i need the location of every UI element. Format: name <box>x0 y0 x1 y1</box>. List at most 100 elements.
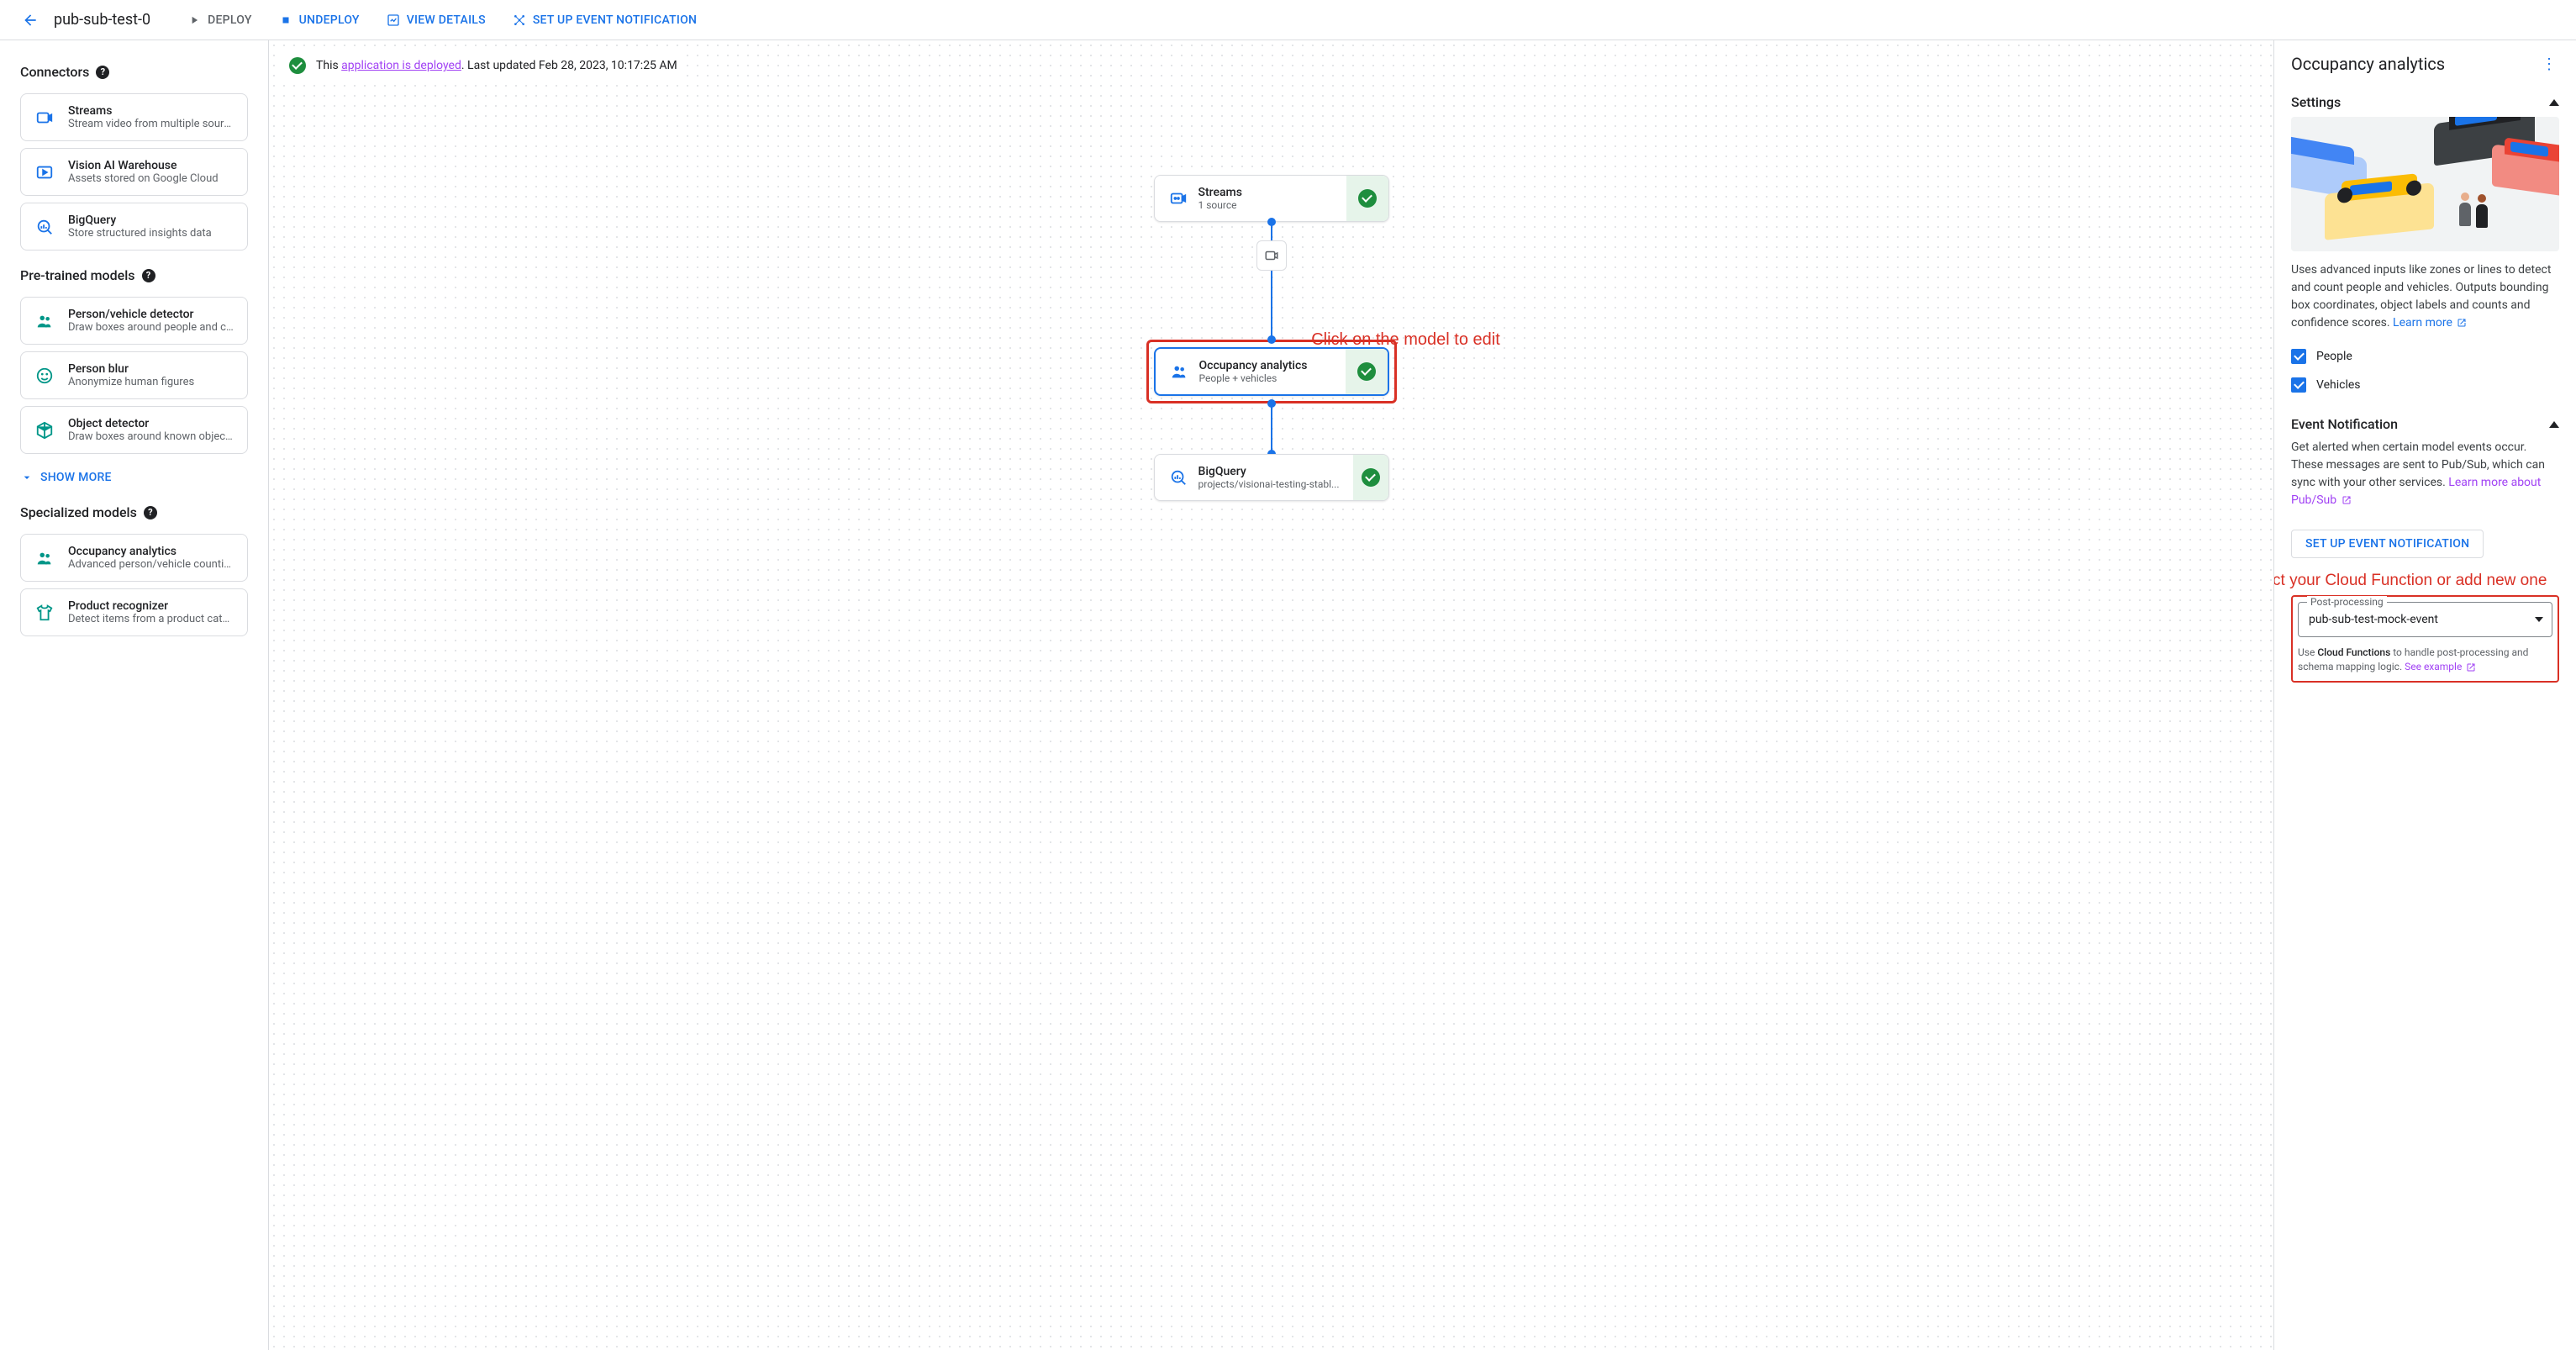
help-icon[interactable]: ? <box>96 66 109 79</box>
check-icon <box>1362 468 1380 487</box>
item-title: Person/vehicle detector <box>68 308 234 321</box>
sidebar-item-object-detector[interactable]: Object detectorDraw boxes around known o… <box>20 406 248 454</box>
status-text: This application is deployed. Last updat… <box>316 59 677 72</box>
pp-helper: Use Cloud Functions to handle post-proce… <box>2293 642 2558 681</box>
video-icon <box>34 108 55 128</box>
status-link[interactable]: application is deployed <box>341 59 461 72</box>
item-title: BigQuery <box>68 214 234 227</box>
checkbox-icon[interactable] <box>2291 349 2306 364</box>
sidebar-item-bigquery[interactable]: BigQueryStore structured insights data <box>20 203 248 250</box>
event-section-toggle[interactable]: Event Notification <box>2291 409 2559 439</box>
face-icon <box>34 366 55 386</box>
header: pub-sub-test-0 Deploy Undeploy View Deta… <box>0 0 2576 40</box>
item-sub: Assets stored on Google Cloud <box>68 172 234 185</box>
page-title: pub-sub-test-0 <box>54 11 150 29</box>
pretrained-section-header: Pre-trained models ? <box>0 257 268 290</box>
node-title: Streams <box>1198 186 1333 199</box>
status-suffix: . Last updated Feb 28, 2023, 10:17:25 AM <box>461 59 677 72</box>
sidebar-item-product-recognizer[interactable]: Product recognizerDetect items from a pr… <box>20 588 248 636</box>
sidebar-item-person-blur[interactable]: Person blurAnonymize human figures <box>20 351 248 399</box>
panel-description: Uses advanced inputs like zones or lines… <box>2291 261 2559 332</box>
cube-icon <box>34 420 55 440</box>
pp-label: Post-processing <box>2307 596 2387 608</box>
view-details-label: View Details <box>407 13 486 27</box>
play-icon <box>34 162 55 182</box>
details-icon <box>387 13 400 27</box>
sidebar-item-streams[interactable]: StreamsStream video from multiple source… <box>20 93 248 141</box>
item-sub: Draw boxes around people and cars <box>68 321 234 334</box>
undeploy-icon <box>279 13 292 27</box>
node-sub: 1 source <box>1198 199 1333 211</box>
show-more-button[interactable]: SHOW MORE <box>0 461 268 494</box>
setup-event-button[interactable]: Set Up Event Notification <box>503 7 707 34</box>
item-sub: Anonymize human figures <box>68 376 234 388</box>
item-title: Product recognizer <box>68 599 234 613</box>
checkbox-icon[interactable] <box>2291 377 2306 393</box>
status-bar: This application is deployed. Last updat… <box>282 54 684 77</box>
event-description: Get alerted when certain model events oc… <box>2291 439 2559 509</box>
post-processing-select[interactable]: Post-processing pub-sub-test-mock-event <box>2298 602 2552 637</box>
post-processing-highlight: Post-processing pub-sub-test-mock-event … <box>2291 595 2559 683</box>
panel-title: Occupancy analytics <box>2291 54 2445 74</box>
annotation-select-function: Select your Cloud Function or add new on… <box>2273 572 2559 590</box>
bq-icon <box>34 217 55 237</box>
hero-illustration <box>2291 117 2559 251</box>
event-label: Event Notification <box>2291 416 2398 432</box>
sidebar-item-occupancy-analytics[interactable]: Occupancy analyticsAdvanced person/vehic… <box>20 534 248 582</box>
item-title: Vision AI Warehouse <box>68 159 234 172</box>
back-button[interactable] <box>13 3 47 37</box>
sidebar: Connectors ? StreamsStream video from mu… <box>0 40 269 1350</box>
people-checkbox-row[interactable]: People <box>2291 342 2559 371</box>
specialized-section-header: Specialized models ? <box>0 494 268 527</box>
people-icon <box>34 548 55 568</box>
help-icon[interactable]: ? <box>142 269 155 282</box>
flow-node-streams[interactable]: Streams 1 source <box>1154 175 1389 222</box>
settings-section-toggle[interactable]: Settings <box>2291 87 2559 117</box>
chevron-down-icon <box>20 471 34 484</box>
mini-camera-node[interactable] <box>1256 240 1287 271</box>
see-example-link[interactable]: See example <box>2405 661 2476 672</box>
setup-event-notification-button[interactable]: SET UP EVENT NOTIFICATION <box>2291 530 2484 558</box>
chevron-up-icon <box>2549 99 2559 106</box>
video-icon <box>1168 188 1188 208</box>
item-title: Streams <box>68 104 234 118</box>
vehicles-checkbox-row[interactable]: Vehicles <box>2291 371 2559 399</box>
bigquery-icon <box>1168 467 1188 488</box>
dropdown-arrow-icon <box>2535 617 2543 622</box>
sidebar-item-person-vehicle-detector[interactable]: Person/vehicle detectorDraw boxes around… <box>20 297 248 345</box>
people-icon <box>34 311 55 331</box>
undeploy-label: Undeploy <box>299 13 360 27</box>
people-icon <box>1169 361 1189 382</box>
arrow-back-icon <box>22 12 39 29</box>
vehicles-label: Vehicles <box>2316 378 2361 392</box>
connectors-label: Connectors <box>20 64 89 80</box>
deploy-label: Deploy <box>208 13 252 27</box>
flow-edge <box>1271 222 1272 289</box>
deploy-icon <box>187 13 201 27</box>
item-sub: Detect items from a product catalog <box>68 613 234 625</box>
right-panel: Occupancy analytics ⋮ Settings <box>2273 40 2576 1350</box>
check-icon <box>1357 362 1376 381</box>
undeploy-button[interactable]: Undeploy <box>269 7 370 34</box>
status-check-icon <box>289 57 306 74</box>
flow-node-occupancy[interactable]: Occupancy analytics People + vehicles <box>1154 347 1389 396</box>
canvas[interactable]: This application is deployed. Last updat… <box>269 40 2273 1350</box>
kebab-menu[interactable]: ⋮ <box>2539 54 2559 74</box>
node-sub: projects/visionai-testing-stabl... <box>1198 478 1340 490</box>
pp-value: pub-sub-test-mock-event <box>2309 613 2438 626</box>
learn-more-link[interactable]: Learn more <box>2393 316 2467 330</box>
status-prefix: This <box>316 59 341 72</box>
view-details-button[interactable]: View Details <box>377 7 496 34</box>
item-title: Object detector <box>68 417 234 430</box>
flow-node-bigquery[interactable]: BigQuery projects/visionai-testing-stabl… <box>1154 454 1389 501</box>
setup-event-label: Set Up Event Notification <box>533 13 697 27</box>
item-sub: Stream video from multiple sources <box>68 118 234 130</box>
item-title: Person blur <box>68 362 234 376</box>
pretrained-label: Pre-trained models <box>20 267 135 283</box>
show-more-label: SHOW MORE <box>40 471 112 484</box>
settings-label: Settings <box>2291 94 2341 110</box>
item-title: Occupancy analytics <box>68 545 234 558</box>
node-title: Occupancy analytics <box>1199 359 1332 372</box>
help-icon[interactable]: ? <box>144 506 157 519</box>
sidebar-item-vision-ai-warehouse[interactable]: Vision AI WarehouseAssets stored on Goog… <box>20 148 248 196</box>
